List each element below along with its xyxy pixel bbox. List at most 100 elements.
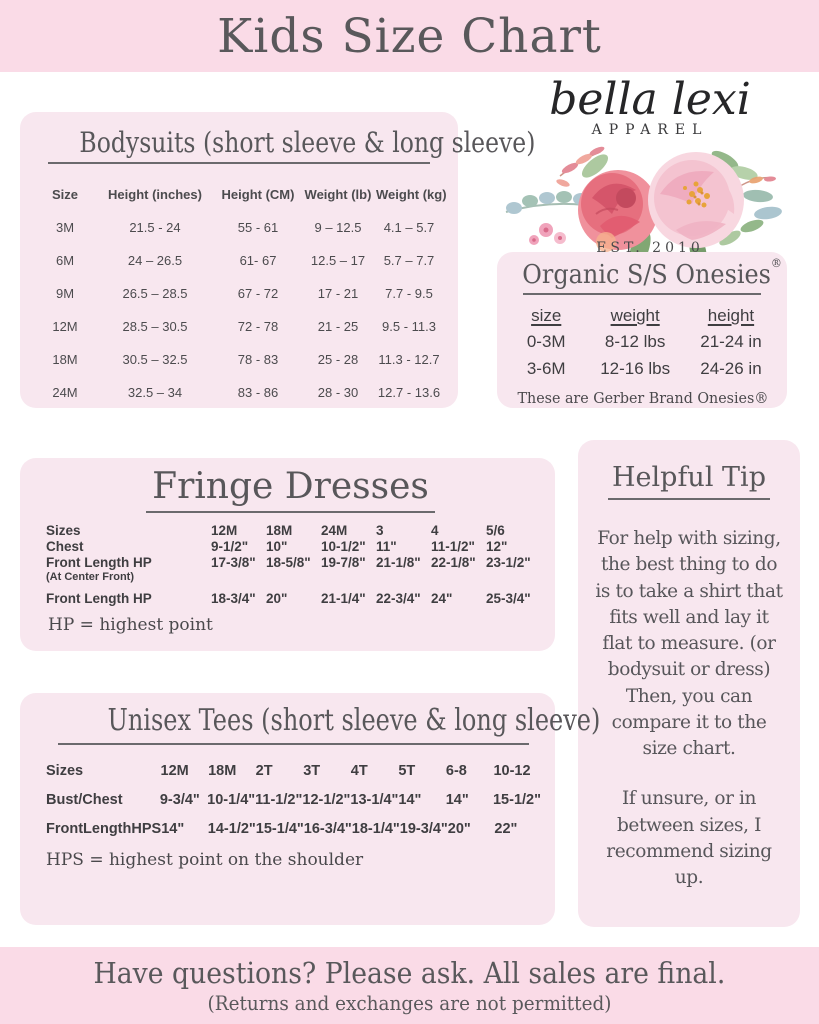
table-cell: 24" xyxy=(431,590,453,606)
table-cell: Weight (kg) xyxy=(376,187,447,202)
table-cell: height xyxy=(707,306,755,325)
table-cell: 67 - 72 xyxy=(237,286,279,301)
table-row: 18M 30.5 – 32.5 78 - 83 25 - 28 11.3 - 12.7 xyxy=(36,343,442,376)
onesies-note: These are Gerber Brand Onesies® xyxy=(517,389,769,408)
table-row: 24M 32.5 – 34 83 - 86 28 - 30 12.7 - 13.6 xyxy=(36,376,442,409)
table-cell: Height (CM) xyxy=(221,187,295,202)
footer-banner: Have questions? Please ask. All sales ar… xyxy=(0,947,819,1024)
table-cell: 24 – 26.5 xyxy=(127,253,183,268)
table-row: 3M 21.5 - 24 55 - 61 9 – 12.5 4.1 – 5.7 xyxy=(36,211,442,244)
table-cell: 14-1/2" xyxy=(207,821,256,837)
table-row: 9M 26.5 – 28.5 67 - 72 17 - 21 7.7 - 9.5 xyxy=(36,277,442,310)
table-cell: 0-3M xyxy=(526,332,566,352)
table-cell: 18-5/8" xyxy=(266,554,311,570)
table-cell: 25 - 28 xyxy=(317,352,359,367)
table-cell: 61- 67 xyxy=(239,253,277,268)
flower-bouquet-illustration xyxy=(505,147,782,267)
table-cell: 21-1/8" xyxy=(376,554,421,570)
table-cell: size xyxy=(531,306,562,325)
section-divider xyxy=(523,293,761,295)
table-cell: 4T xyxy=(350,763,368,779)
table-cell: 14" xyxy=(445,792,469,808)
table-cell: Size xyxy=(51,187,78,202)
table-cell: 15-1/2" xyxy=(492,792,541,808)
page-title: Kids Size Chart xyxy=(217,8,602,64)
table-cell: 18-1/4" xyxy=(351,821,400,837)
table-row: Front Length HP 18-3/4" 20" 21-1/4" 22-3/4" 2… xyxy=(46,591,535,607)
table-cell: 9.5 - 11.3 xyxy=(382,319,436,334)
table-cell: 4.1 – 5.7 xyxy=(383,220,435,235)
fringe-note: HP = highest point xyxy=(48,614,213,635)
table-cell: 20" xyxy=(447,821,471,837)
table-cell: 10-1/4" xyxy=(207,792,256,808)
table-cell: 5/6 xyxy=(486,523,505,538)
bodysuits-table-body: 3M 21.5 - 24 55 - 61 9 – 12.5 4.1 – 5.7 6M 24 … xyxy=(36,211,442,409)
table-cell: 14" xyxy=(161,821,185,837)
table-row: FrontLengthHPS 14" 14-1/2" 15-1/4" 16-3/4" 18… xyxy=(46,821,541,837)
unisex-size-table: Sizes 12M 18M 2T 3T 4T 5T 6-8 10-12 Bust/Chest 9-3… xyxy=(46,763,541,837)
onesies-table-header: size weight height xyxy=(511,303,773,329)
table-cell: 22-3/4" xyxy=(376,590,421,606)
table-row: Size Height (inches) Height (CM) Weight (lb… xyxy=(36,178,447,211)
helpful-tip-paragraph: If unsure, or in between sizes, I recomm… xyxy=(606,788,772,889)
table-cell: 19-3/4" xyxy=(399,821,448,837)
table-cell: 9 – 12.5 xyxy=(314,220,362,235)
bodysuits-table-header: Size Height (inches) Height (CM) Weight (lb… xyxy=(36,178,447,211)
onesies-section: Organic S/S Onesies® size weight height 0-… xyxy=(497,252,787,408)
fringe-section-title: Fringe Dresses xyxy=(46,466,535,513)
onesies-table-body: 0-3M 8-12 lbs 21-24 in 3-6M 12-16 lbs 24-26 i… xyxy=(511,329,773,382)
table-row: Bust/Chest 9-3/4" 10-1/4" 11-1/2" 12-1/2" 13-… xyxy=(46,792,541,808)
table-row: 12M 28.5 – 30.5 72 - 78 21 - 25 9.5 - 11.3 xyxy=(36,310,442,343)
table-cell: 8-12 lbs xyxy=(604,332,666,352)
brand-name: bella lexi xyxy=(549,74,751,125)
brand-subtitle: APPAREL xyxy=(591,122,709,139)
table-cell: 28.5 – 30.5 xyxy=(122,319,188,334)
section-divider xyxy=(48,162,430,164)
table-row: 0-3M 8-12 lbs 21-24 in xyxy=(511,329,773,355)
table-cell: 23-1/2" xyxy=(486,554,531,570)
table-cell: Sizes xyxy=(46,763,84,779)
bodysuits-size-table: Size Height (inches) Height (CM) Weight (lb… xyxy=(36,178,447,409)
table-cell: 5T xyxy=(398,763,416,779)
table-cell: 11-1/2" xyxy=(431,538,475,554)
table-row: Sizes 12M 18M 24M 3 4 5/6 xyxy=(46,523,535,539)
table-cell: Front Length HP xyxy=(46,554,152,570)
table-cell: 11.3 - 12.7 xyxy=(378,352,440,367)
brand-established: EST. 2010 xyxy=(596,240,704,257)
table-row: Chest 9-1/2" 10" 10-1/2" 11" 11-1/2" 12" xyxy=(46,539,535,555)
table-cell: 28 - 30 xyxy=(317,385,359,400)
table-cell: 2T xyxy=(255,763,273,779)
table-cell: 21 - 25 xyxy=(317,319,359,334)
table-cell: Height (inches) xyxy=(108,187,202,202)
table-cell: 9-3/4" xyxy=(159,792,200,808)
table-cell: 24M xyxy=(52,385,78,400)
table-cell: (At Center Front) xyxy=(46,570,134,583)
unisex-note: HPS = highest point on the shoulder xyxy=(46,850,364,870)
helpful-tip-section: Helpful Tip For help with sizing, the be… xyxy=(578,440,800,927)
table-cell: 24M xyxy=(321,523,348,538)
helpful-tip-paragraph: For help with sizing, the best thing to … xyxy=(595,528,783,760)
table-cell: Bust/Chest xyxy=(46,792,123,808)
table-cell: 12M xyxy=(160,763,189,779)
table-cell: 10" xyxy=(266,538,288,554)
table-cell: 19-7/8" xyxy=(321,554,366,570)
helpful-tip-title: Helpful Tip xyxy=(592,462,786,500)
table-cell: 17 - 21 xyxy=(317,286,359,301)
table-cell: 12-16 lbs xyxy=(600,358,671,378)
table-cell: 11-1/2" xyxy=(255,792,303,808)
table-row: 6M 24 – 26.5 61- 67 12.5 – 17 5.7 – 7.7 xyxy=(36,244,442,277)
table-cell: Sizes xyxy=(46,523,81,538)
table-cell: 9-1/2" xyxy=(211,538,249,554)
table-cell: Front Length HP xyxy=(46,590,152,606)
table-cell: 17-3/8" xyxy=(211,554,256,570)
table-cell: 12M xyxy=(211,523,238,538)
brand-logo: bella lexi APPAREL xyxy=(495,74,805,267)
fringe-size-table: Sizes 12M 18M 24M 3 4 5/6 Chest 9-1/2" 10" 10-1/2"… xyxy=(46,523,535,607)
table-cell: 7.7 - 9.5 xyxy=(385,286,433,301)
table-cell: 3-6M xyxy=(526,358,566,378)
table-row: Sizes 12M 18M 2T 3T 4T 5T 6-8 10-12 xyxy=(46,763,541,779)
table-cell: weight xyxy=(610,306,660,325)
bodysuits-section-title: Bodysuits (short sleeve & long sleeve) xyxy=(79,126,536,159)
table-cell: 6-8 xyxy=(445,763,467,779)
